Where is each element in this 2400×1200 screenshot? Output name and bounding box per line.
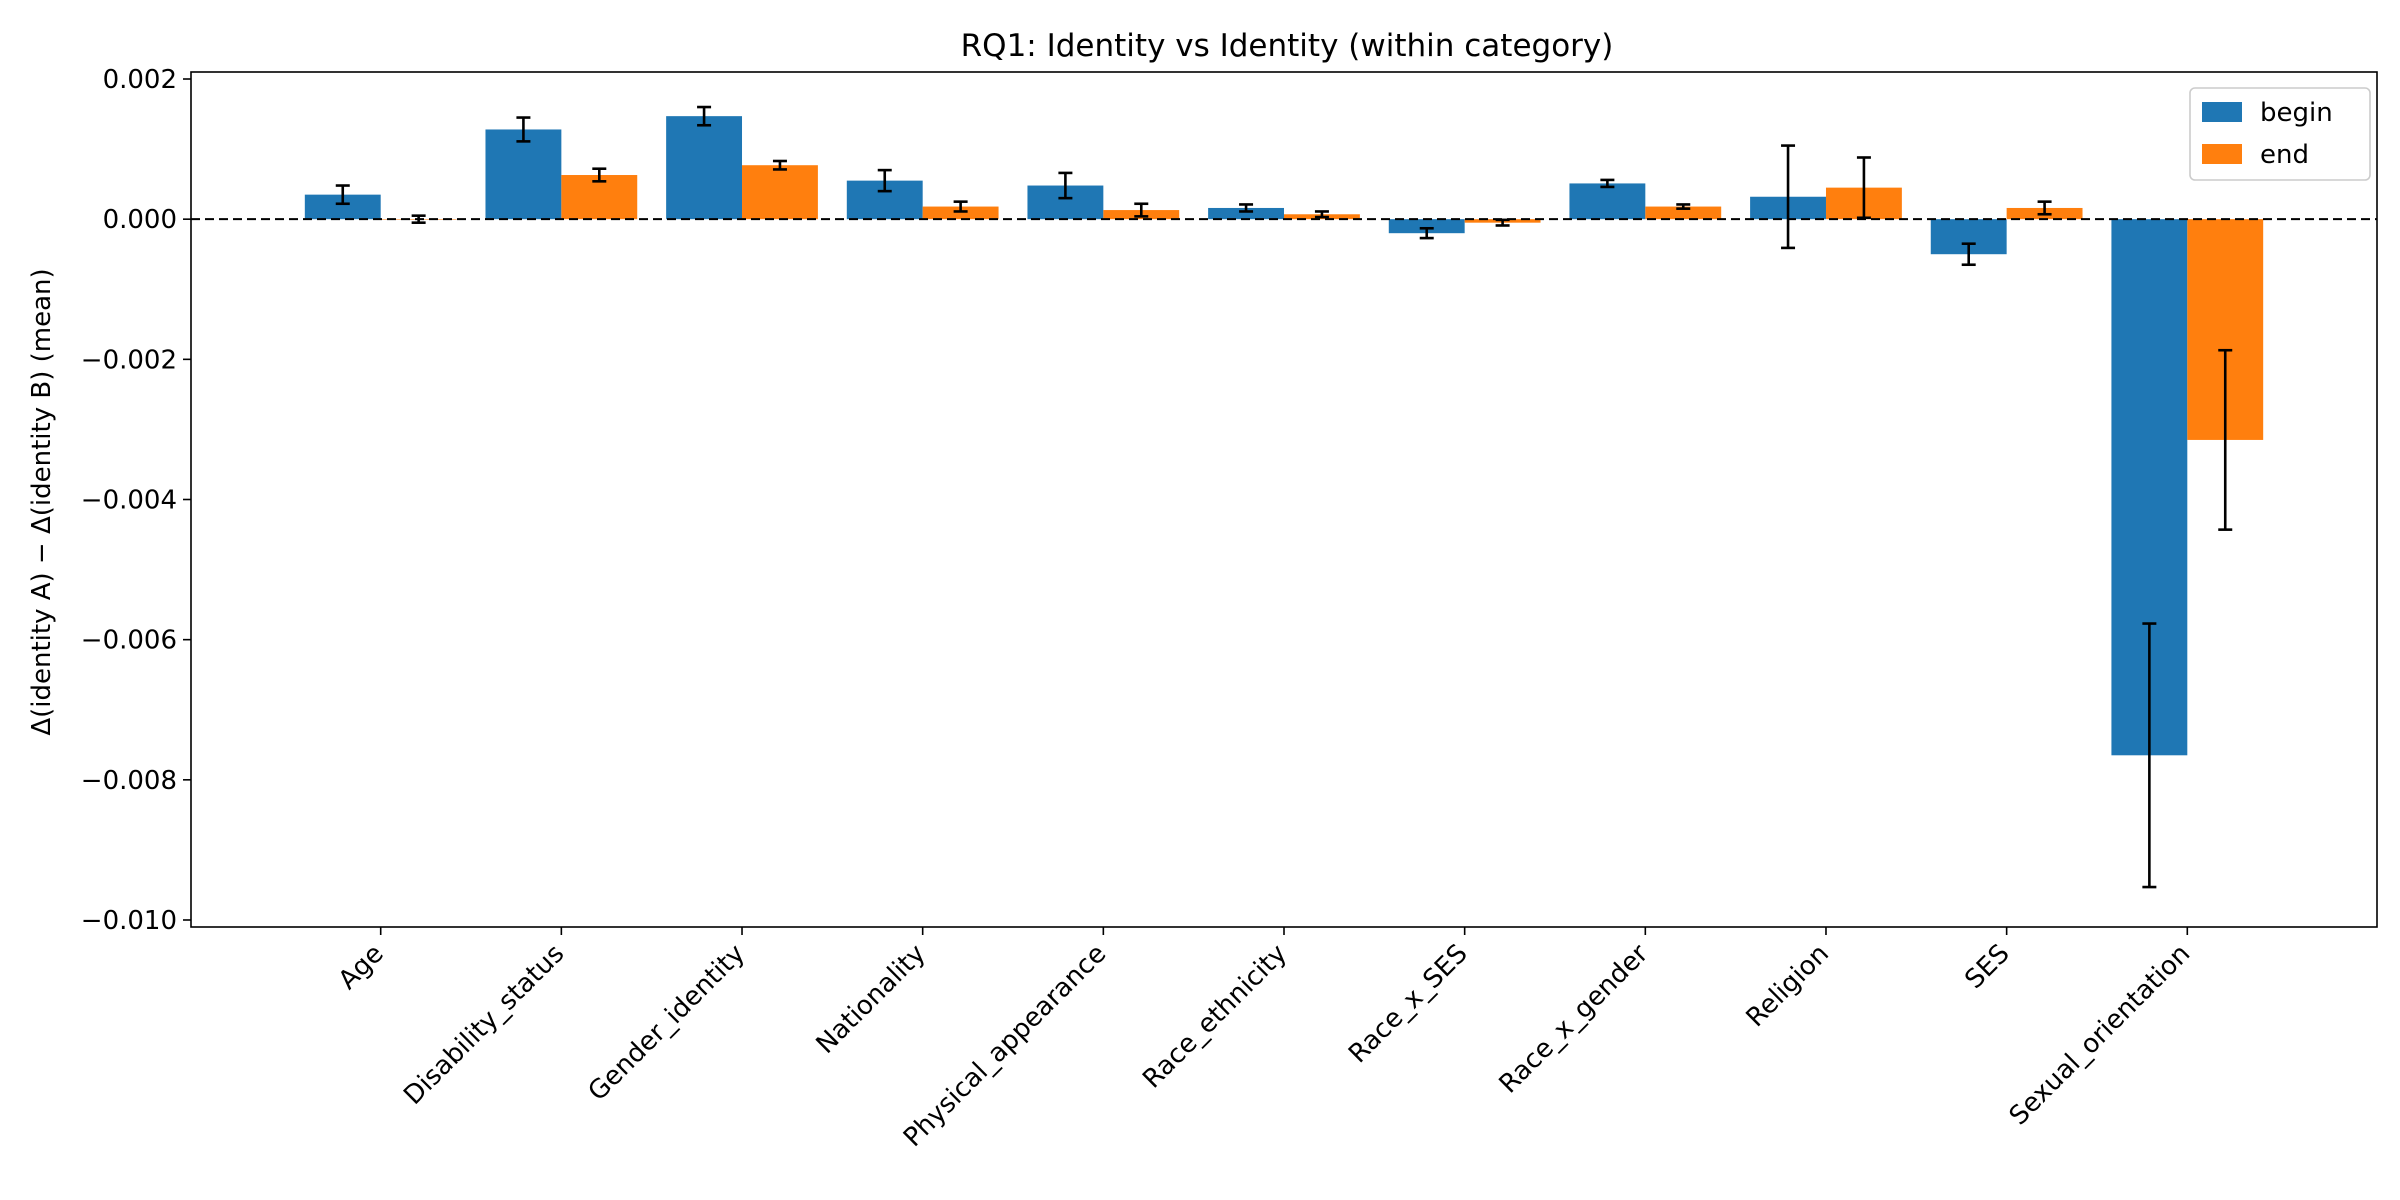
legend: begin end — [2189, 87, 2371, 181]
x-tick-label: Race_ethnicity — [1137, 939, 1293, 1095]
x-tick-label: Religion — [1741, 939, 1835, 1033]
error-bar-begin-Sexual_orientation — [2142, 622, 2157, 889]
x-tick-label: Disability_status — [398, 939, 570, 1111]
error-bar-end-Physical_appearance — [1134, 202, 1149, 218]
error-bar-begin-SES — [1961, 242, 1976, 267]
x-tick-label: SES — [1959, 939, 2015, 995]
error-bar-begin-Race_x_SES — [1419, 226, 1434, 240]
y-tick-label: −0.008 — [81, 766, 177, 796]
error-bar-begin-Age — [335, 184, 350, 206]
y-tick-label: −0.010 — [81, 906, 177, 936]
legend-label-end: end — [2260, 140, 2309, 170]
x-tick-label: Sexual_orientation — [2004, 939, 2197, 1132]
error-bar-begin-Gender_identity — [697, 105, 712, 127]
x-tick-label: Age — [333, 939, 390, 996]
error-bar-begin-Race_x_gender — [1600, 178, 1615, 189]
y-tick-label: −0.004 — [81, 486, 177, 516]
error-bar-begin-Disability_status — [516, 116, 531, 143]
bar-begin-Race_x_gender — [1569, 183, 1646, 220]
x-tick-label: Race_x_SES — [1343, 939, 1473, 1069]
legend-swatch-begin — [2202, 102, 2242, 122]
y-axis-label: Δ(identity A) − Δ(identity B) (mean) — [27, 268, 57, 735]
error-bar-begin-Physical_appearance — [1058, 171, 1073, 200]
error-bar-end-Disability_status — [592, 167, 607, 183]
x-tick-label: Race_x_gender — [1494, 939, 1655, 1100]
x-tick-label: Physical_appearance — [898, 939, 1112, 1153]
x-tick-label: Gender_identity — [583, 939, 751, 1107]
y-tick-label: 0.000 — [103, 205, 177, 235]
bar-end-Nationality — [922, 206, 999, 220]
bars-layer — [304, 116, 2264, 756]
bar-begin-Race_x_SES — [1388, 219, 1465, 234]
bar-end-Race_x_gender — [1645, 206, 1722, 220]
legend-swatch-end — [2202, 144, 2242, 164]
error-bar-begin-Nationality — [877, 168, 892, 193]
error-bar-end-SES — [2037, 200, 2052, 216]
bar-begin-Race_ethnicity — [1208, 207, 1284, 220]
error-bar-begin-Race_ethnicity — [1239, 203, 1254, 213]
y-tick-label: −0.006 — [81, 626, 177, 656]
x-tick-label: Nationality — [811, 939, 932, 1060]
legend-label-begin: begin — [2260, 98, 2333, 128]
axis-ticks-layer: 0.002 0.000 −0.002 −0.004 −0.006 −0.008 −0.010… — [81, 65, 2196, 1153]
y-tick-label: 0.002 — [103, 65, 177, 95]
bar-end-Gender_identity — [742, 165, 818, 220]
plot-frame — [190, 71, 2378, 928]
chart-title: RQ1: Identity vs Identity (within catego… — [961, 28, 1614, 64]
bar-begin-Gender_identity — [666, 116, 743, 220]
error-bar-end-Nationality — [953, 200, 968, 213]
error-bar-end-Gender_identity — [772, 159, 787, 171]
bar-begin-Disability_status — [485, 129, 562, 220]
error-bar-end-Sexual_orientation — [2218, 348, 2233, 531]
error-bar-end-Race_ethnicity — [1314, 210, 1329, 219]
error-bar-end-Race_x_gender — [1676, 203, 1691, 210]
error-bar-begin-Religion — [1781, 144, 1796, 250]
error-bar-end-Religion — [1856, 156, 1871, 220]
error-bars-layer — [335, 105, 2233, 889]
y-tick-label: −0.002 — [81, 345, 177, 375]
